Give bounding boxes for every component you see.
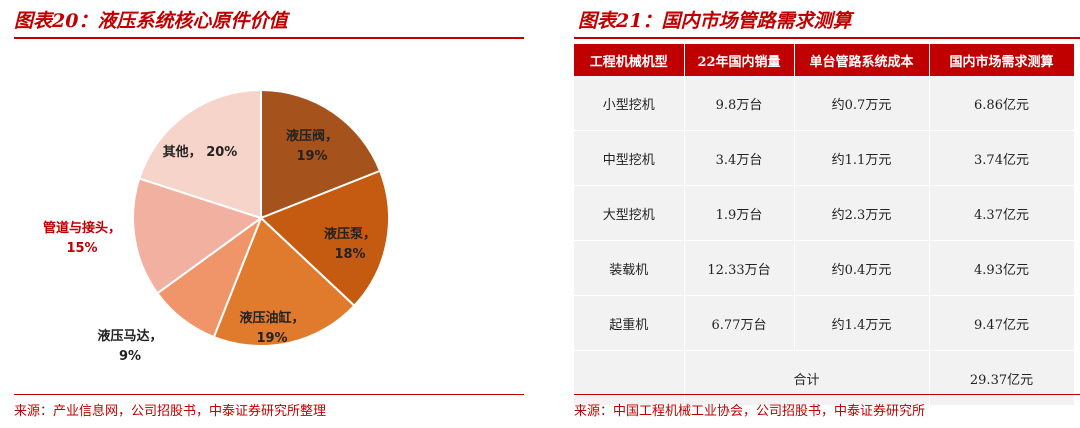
pie-slice bbox=[260, 88, 382, 220]
table-cell: 中型挖机 bbox=[574, 130, 685, 186]
table-title-rule bbox=[574, 37, 1080, 39]
pie-source-note: 来源：产业信息网，公司招股书，中泰证券研究所整理 bbox=[14, 404, 327, 419]
pie-title-rule bbox=[14, 37, 524, 39]
demand-table-wrap: 工程机械机型 22年国内销量 单台管路系统成本 国内市场需求测算 小型挖机 9.… bbox=[574, 44, 1075, 406]
slice-category-label: 管道与接头， bbox=[43, 220, 121, 236]
table-cell: 6.77万台 bbox=[684, 295, 795, 351]
slice-category-label: 其他， 20% bbox=[163, 144, 238, 160]
table-cell: 约0.7万元 bbox=[794, 76, 930, 131]
slice-category-label: 液压马达， bbox=[97, 328, 162, 344]
table-figure-title: 图表21：国内市场管路需求测算 bbox=[578, 10, 852, 32]
table-cell: 3.74亿元 bbox=[929, 130, 1075, 186]
table-cell: 约1.4万元 bbox=[794, 295, 930, 351]
table-cell: 3.4万台 bbox=[684, 130, 795, 186]
slice-value-label: 19% bbox=[296, 149, 327, 164]
pie-chart: 液压阀， 19% 液压泵， 18% 液压油缸， 19% 液压马达， 9% 管道与接头， 15% 其他… bbox=[43, 88, 390, 364]
pie-figure-title: 图表20：液压系统核心原件价值 bbox=[14, 10, 288, 32]
pie-slice bbox=[138, 88, 262, 220]
table-cell: 小型挖机 bbox=[574, 76, 685, 131]
table-cell: 12.33万台 bbox=[684, 240, 795, 296]
table-cell-empty bbox=[574, 350, 685, 406]
total-value: 29.37亿元 bbox=[929, 350, 1075, 406]
table-row: 小型挖机 9.8万台 约0.7万元 6.86亿元 bbox=[574, 76, 1075, 131]
table-cell: 9.47亿元 bbox=[929, 295, 1075, 351]
table-cell: 4.93亿元 bbox=[929, 240, 1075, 296]
table-source-note: 来源：中国工程机械工业协会，公司招股书，中泰证券研究所 bbox=[574, 404, 926, 419]
table-cell: 约0.4万元 bbox=[794, 240, 930, 296]
table-cell: 6.86亿元 bbox=[929, 76, 1075, 131]
table-cell: 1.9万台 bbox=[684, 185, 795, 241]
slice-value-label: 19% bbox=[256, 331, 287, 346]
table-row: 起重机 6.77万台 约1.4万元 9.47亿元 bbox=[574, 295, 1075, 351]
table-panel: 图表21：国内市场管路需求测算 工程机械机型 22年国内销量 单台管路系统成本 … bbox=[560, 0, 1080, 428]
table-cell: 约2.3万元 bbox=[794, 185, 930, 241]
table-cell: 9.8万台 bbox=[684, 76, 795, 131]
slice-value-label: 18% bbox=[334, 247, 365, 262]
table-cell: 4.37亿元 bbox=[929, 185, 1075, 241]
table-cell: 装载机 bbox=[574, 240, 685, 296]
table-cell: 起重机 bbox=[574, 295, 685, 351]
column-header: 国内市场需求测算 bbox=[929, 44, 1075, 76]
table-total-row: 合计 29.37亿元 bbox=[574, 350, 1075, 406]
pie-panel: 图表20：液压系统核心原件价值 液压阀， 19% 液压泵， 18% 液压油缸， 19% 液压… bbox=[0, 0, 530, 428]
pie-source-rule bbox=[14, 394, 524, 395]
table-cell: 大型挖机 bbox=[574, 185, 685, 241]
pie-slice bbox=[132, 177, 264, 295]
table-row: 装载机 12.33万台 约0.4万元 4.93亿元 bbox=[574, 240, 1075, 296]
table-header-row: 工程机械机型 22年国内销量 单台管路系统成本 国内市场需求测算 bbox=[574, 44, 1075, 76]
table-source-rule bbox=[574, 394, 1080, 395]
pie-slice bbox=[259, 169, 390, 308]
slice-value-label: 15% bbox=[66, 241, 97, 256]
column-header: 22年国内销量 bbox=[684, 44, 795, 76]
table-row: 大型挖机 1.9万台 约2.3万元 4.37亿元 bbox=[574, 185, 1075, 241]
table-cell: 约1.1万元 bbox=[794, 130, 930, 186]
column-header: 工程机械机型 bbox=[574, 44, 685, 76]
demand-table: 工程机械机型 22年国内销量 单台管路系统成本 国内市场需求测算 小型挖机 9.… bbox=[574, 44, 1075, 406]
table-row: 中型挖机 3.4万台 约1.1万元 3.74亿元 bbox=[574, 130, 1075, 186]
slice-category-label: 液压阀， bbox=[286, 128, 338, 144]
column-header: 单台管路系统成本 bbox=[794, 44, 930, 76]
total-label: 合计 bbox=[684, 350, 930, 406]
slice-category-label: 液压泵， bbox=[324, 226, 376, 242]
slice-category-label: 液压油缸， bbox=[239, 310, 304, 326]
slice-value-label: 9% bbox=[119, 349, 141, 364]
